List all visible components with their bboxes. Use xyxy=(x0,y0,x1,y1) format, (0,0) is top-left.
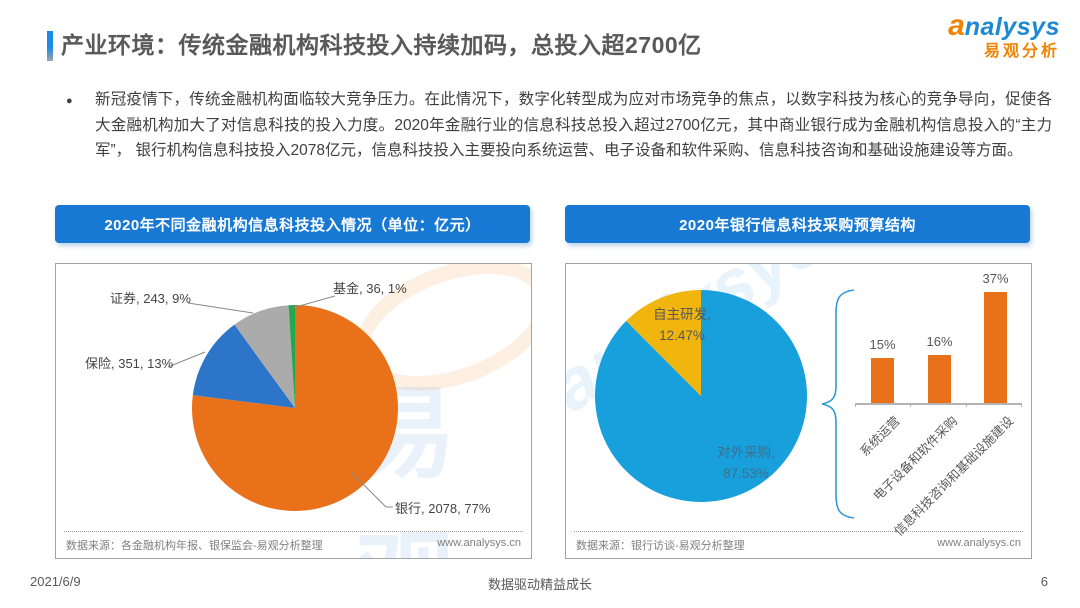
left-chart-card: 易观 基金, 36, 1% 证券, 243, 9% 保险, 351, 13% 银… xyxy=(55,263,532,559)
pie-label-out-pct: 87.53% xyxy=(723,466,769,481)
separator-line xyxy=(574,531,1023,532)
bullet-icon: ● xyxy=(66,95,73,107)
logo-a-swoosh-icon: a xyxy=(948,9,965,42)
analysys-logo: analysys 易观分析 xyxy=(948,10,1060,60)
pie-label-insurance: 保险, 351, 13% xyxy=(85,356,174,371)
pie-label-out-name: 对外采购, xyxy=(717,445,775,460)
right-website-url: www.analysys.cn xyxy=(937,537,1021,549)
left-chart-header: 2020年不同金融机构信息科技投入情况（单位：亿元） xyxy=(55,205,530,243)
right-chart-header: 2020年银行信息科技采购预算结构 xyxy=(565,205,1030,243)
logo-chinese-name: 易观分析 xyxy=(983,42,1060,60)
logo-brand-text: nalysys xyxy=(964,13,1060,41)
left-data-source: 数据来源：各金融机构年报、银保监会-易观分析整理 xyxy=(66,540,323,552)
title-accent-bar xyxy=(47,31,53,61)
pie-label-self-pct: 12.47% xyxy=(659,328,705,343)
curly-brace xyxy=(821,289,855,519)
bar-chart: 15% 系统运营 16% 电子设备和软件采购 37% 信息科技咨询和基础设施建设 xyxy=(855,264,1022,539)
bar-value-label: 16% xyxy=(926,334,953,349)
right-data-source: 数据来源：银行访谈-易观分析整理 xyxy=(576,540,745,552)
pie-label-self-name: 自主研发, xyxy=(653,307,711,322)
bar-0 xyxy=(871,358,894,403)
footer-page-number: 6 xyxy=(1040,574,1048,589)
left-website-url: www.analysys.cn xyxy=(437,537,521,549)
pie-label-fund: 基金, 36, 1% xyxy=(333,281,407,296)
bar-value-label: 15% xyxy=(869,337,896,352)
pie-label-outsourced: 对外采购, 87.53% xyxy=(686,442,806,484)
logo-wordmark: analysys xyxy=(948,10,1060,42)
bar-2 xyxy=(984,292,1007,403)
pie-label-securities: 证券, 243, 9% xyxy=(110,291,191,306)
right-chart-card: analysys 自主研发, 12.47% 对外采购, 87.53% 15% 系统… xyxy=(565,263,1032,559)
pie-label-self-developed: 自主研发, 12.47% xyxy=(622,304,742,346)
bar-value-label: 37% xyxy=(982,271,1009,286)
axis-tick xyxy=(1021,403,1022,407)
page-title: 产业环境：传统金融机构科技投入持续加码，总投入超2700亿 xyxy=(61,32,702,58)
summary-paragraph: 新冠疫情下，传统金融机构面临较大竞争压力。在此情况下，数字化转型成为应对市场竞争… xyxy=(95,91,1052,159)
institutions-pie-chart xyxy=(191,305,398,511)
axis-tick xyxy=(855,403,856,407)
pie-label-bank: 银行, 2078, 77% xyxy=(395,501,491,516)
footer-slogan: 数据驱动精益成长 xyxy=(487,577,592,592)
footer-date: 2021/6/9 xyxy=(30,574,81,589)
bar-category-label: 系统运营 xyxy=(857,413,904,460)
axis-tick xyxy=(910,403,911,407)
bar-1 xyxy=(928,355,951,403)
watermark-text: 易观 xyxy=(356,378,456,558)
axis-tick xyxy=(966,403,967,407)
separator-line xyxy=(64,531,523,532)
